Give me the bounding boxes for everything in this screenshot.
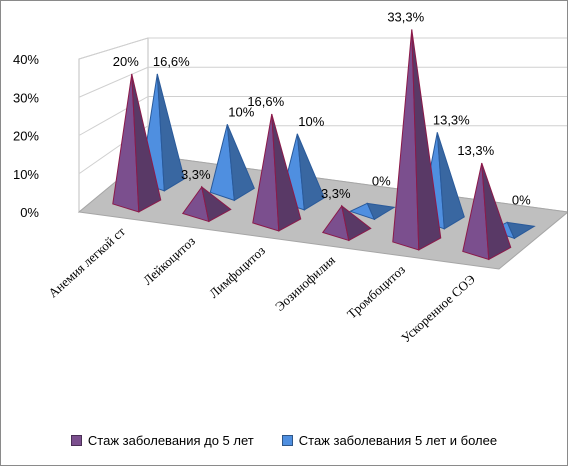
gridline [78, 66, 149, 98]
pyramid-face-right [341, 204, 372, 242]
x-tick-label: Лимфоцитоз [206, 243, 268, 301]
legend: Стаж заболевания до 5 лет Стаж заболеван… [1, 433, 567, 448]
legend-item-series-2: Стаж заболевания 5 лет и более [281, 433, 498, 448]
pyramid-1-1 [181, 185, 232, 223]
data-label: 20% [113, 54, 139, 69]
data-label: 0% [512, 192, 531, 207]
data-label: 0% [372, 173, 391, 188]
pyramid-face-right [226, 124, 255, 202]
legend-label-series-2: Стаж заболевания 5 лет и более [298, 433, 498, 448]
plot-area: 0%10%20%30%40% 16,6%10%10%0%13,3%0%20%3,… [13, 9, 567, 345]
gridline [78, 37, 149, 60]
legend-label-series-1: Стаж заболевания до 5 лет [87, 433, 254, 448]
pyramid-face-right [131, 73, 162, 213]
pyramid-1-3 [321, 204, 372, 242]
data-label: 16,6% [247, 94, 284, 109]
pyramid-face-right [366, 202, 396, 221]
pyramid-2-1 [209, 124, 255, 202]
data-label: 33,3% [387, 9, 424, 24]
data-label: 10% [298, 114, 324, 129]
pyramid-1-2 [252, 113, 302, 232]
y-tick-label: 10% [13, 167, 39, 182]
data-label: 13,3% [433, 112, 470, 127]
pyramid-face-right [436, 132, 465, 230]
y-tick-label: 20% [13, 129, 39, 144]
y-tick-label: 0% [20, 205, 39, 220]
pyramid-1-4 [392, 29, 442, 251]
y-tick-label: 40% [13, 52, 39, 67]
pyramid-face-right [411, 29, 442, 251]
pyramid-1-5 [462, 162, 512, 261]
x-tick-label: Ускоренное СОЭ [398, 271, 478, 345]
data-label: 3,3% [321, 186, 351, 201]
series-marks [112, 29, 536, 261]
legend-item-series-1: Стаж заболевания до 5 лет [70, 433, 254, 448]
pyramid-face-right [506, 221, 536, 240]
data-label: 13,3% [457, 143, 494, 158]
x-tick-label: Лейкоцитоз [140, 233, 198, 287]
y-axis-ticks: 0% 10% 20% 30% 40% [13, 52, 39, 220]
data-label: 3,3% [181, 167, 211, 182]
pyramid-1-0 [112, 73, 162, 213]
data-label: 10% [228, 104, 254, 119]
pyramid-face-right [201, 185, 232, 223]
gridlines [78, 37, 567, 175]
pyramid-face-right [271, 113, 302, 232]
x-tick-label: Анемия легкой ст [45, 224, 128, 301]
x-tick-label: Эозинофилия [272, 252, 338, 314]
y-tick-label: 30% [13, 90, 39, 105]
pyramid-face-right [156, 73, 185, 192]
data-label: 16,6% [153, 54, 190, 69]
legend-swatch-series-1 [70, 435, 82, 446]
legend-swatch-series-2 [281, 435, 293, 446]
x-tick-label: Тромбоцитоз [344, 262, 408, 322]
data-labels: 16,6%10%10%0%13,3%0%20%3,3%16,6%3,3%33,3… [113, 9, 531, 207]
pyramid-face-right [296, 133, 325, 211]
pyramid-face-right [481, 162, 512, 261]
pyramid-2-3 [348, 202, 396, 221]
